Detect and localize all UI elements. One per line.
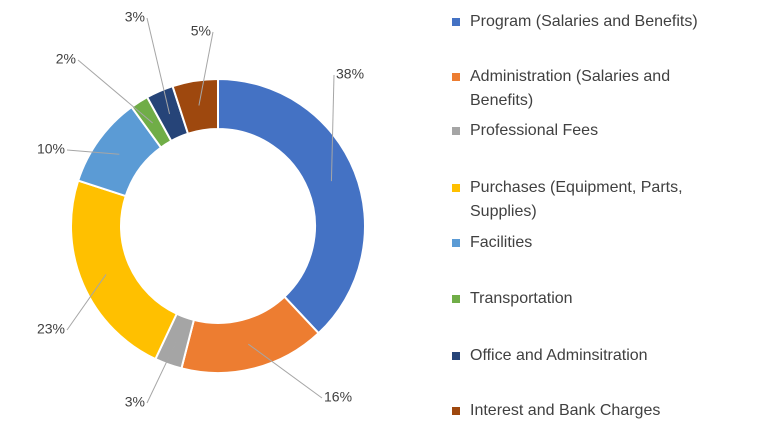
legend-item: Office and Adminsitration bbox=[452, 344, 732, 368]
legend-item: Program (Salaries and Benefits) bbox=[452, 10, 732, 34]
data-label: 5% bbox=[191, 23, 211, 39]
data-label: 2% bbox=[56, 51, 76, 67]
data-label: 16% bbox=[324, 389, 352, 405]
legend-item: Professional Fees bbox=[452, 119, 732, 143]
legend-item: Purchases (Equipment, Parts, Supplies) bbox=[452, 176, 732, 224]
donut-slice bbox=[171, 77, 219, 136]
legend-label: Facilities bbox=[470, 234, 533, 251]
legend-item: Transportation bbox=[452, 287, 732, 311]
legend-label: Program (Salaries and Benefits) bbox=[470, 13, 698, 30]
legend-label: Interest and Bank Charges bbox=[470, 402, 661, 419]
legend-item: Facilities bbox=[452, 231, 732, 255]
data-label: 3% bbox=[125, 394, 145, 410]
donut-slice bbox=[70, 179, 179, 361]
leader-line bbox=[66, 274, 107, 331]
donut-slice bbox=[217, 77, 366, 335]
leader-line bbox=[146, 17, 171, 115]
legend-swatch bbox=[452, 352, 460, 360]
legend-item: Interest and Bank Charges bbox=[452, 399, 732, 423]
leader-line bbox=[77, 59, 153, 124]
legend-swatch bbox=[452, 127, 460, 135]
leader-line bbox=[198, 31, 214, 106]
legend-label: Purchases (Equipment, Parts, Supplies) bbox=[470, 179, 683, 220]
leader-line bbox=[248, 343, 323, 399]
legend-swatch bbox=[452, 18, 460, 26]
data-label: 23% bbox=[37, 321, 65, 337]
legend-label: Transportation bbox=[470, 290, 573, 307]
data-label: 38% bbox=[336, 66, 364, 82]
legend-swatch bbox=[452, 73, 460, 81]
leader-line bbox=[66, 149, 120, 155]
legend-swatch bbox=[452, 295, 460, 303]
legend-item: Administration (Salaries and Benefits) bbox=[452, 65, 732, 113]
leader-line bbox=[146, 340, 178, 404]
legend-swatch bbox=[452, 407, 460, 415]
data-label: 10% bbox=[37, 141, 65, 157]
legend-label: Office and Adminsitration bbox=[470, 347, 648, 364]
legend-label: Professional Fees bbox=[470, 122, 599, 139]
legend-swatch bbox=[452, 239, 460, 247]
legend-label: Administration (Salaries and Benefits) bbox=[470, 68, 671, 109]
leader-line bbox=[330, 74, 335, 182]
legend-swatch bbox=[452, 184, 460, 192]
data-label: 3% bbox=[125, 9, 145, 25]
